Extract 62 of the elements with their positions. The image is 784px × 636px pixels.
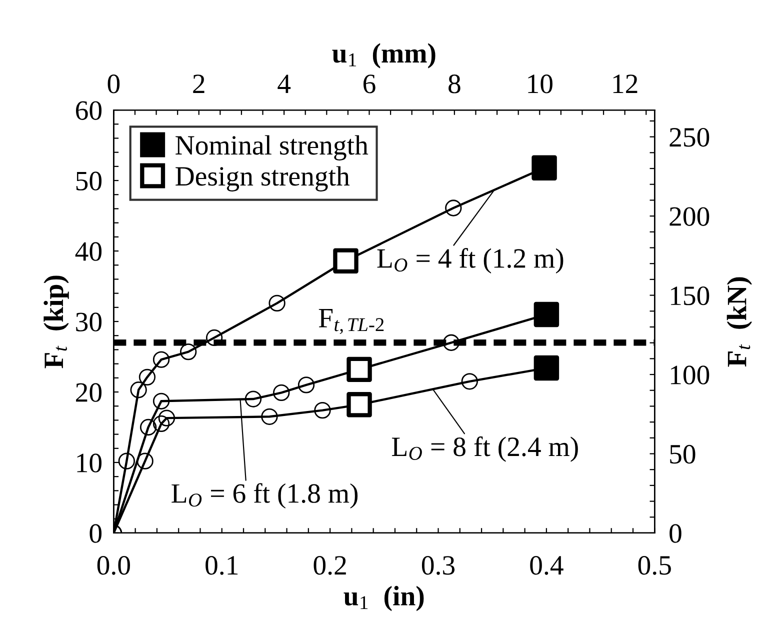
point [346,356,372,382]
x2-tick-label: 12 [613,74,638,93]
x2-tick-label: 6 [364,74,376,94]
annotation: L$_{O}$ = 8 ft (2.4 m) [392,436,578,462]
x-tick-label: 0.4 [530,556,564,575]
x2-tick-label: 10 [528,74,552,94]
x-tick-label: 0.3 [422,556,455,575]
annotation: L$_{O}$ = 4 ft (1.2 m) [377,248,564,274]
point [314,402,331,419]
x2-tick-label: 8 [448,74,460,94]
point [442,334,460,351]
y-tick-label: 10 [77,454,102,472]
point [140,418,157,436]
point [534,302,560,328]
point [273,384,290,402]
x-tick-label: 0.2 [314,556,346,575]
point [130,382,147,398]
y-tick-label: 40 [75,242,102,261]
y2-tick-label: 100 [670,366,710,384]
x-tick-label: 0.5 [638,556,671,575]
y2-axis-title: F$_{t}$ (kN) [726,277,752,367]
point [298,376,315,394]
y2-tick-label: 200 [670,207,710,226]
point [152,351,170,368]
y2-tick-label: 0 [670,524,682,543]
y-axis-title: F$_{t}$ (kip) [44,276,69,368]
point [136,452,154,470]
legend-label: Nominal strength [176,135,368,160]
y-tick-label: 30 [76,312,102,332]
legend-label: Design strength [176,166,350,192]
point [206,329,223,346]
point [346,392,372,418]
y2-tick-label: 150 [670,286,710,306]
x-tick-label: 0.0 [97,556,130,575]
annotation: L$_{O}$ = 6 ft (1.8 m) [172,483,358,509]
x2-axis-title: u$_{1}$ (mm) [332,43,436,68]
point [118,452,135,470]
y2-tick-label: 250 [670,128,710,147]
point [138,368,156,386]
point [532,155,557,180]
point [534,355,560,381]
point [461,373,478,390]
ref-line-label: F$_{t,TL-2}$ [318,309,384,334]
point [268,294,286,312]
x-axis-title: u$_{1}$ (in) [344,586,424,612]
point [152,392,170,410]
y-tick-label: 50 [76,172,102,190]
x2-tick-label: 0 [108,74,120,94]
x-tick-label: 0.1 [206,556,238,575]
y-tick-label: 20 [76,383,102,402]
y-tick-label: 0 [90,524,102,543]
point [333,248,358,274]
x2-tick-label: 2 [193,74,204,93]
point [445,200,462,216]
x2-tick-label: 4 [278,74,291,93]
y-tick-label: 60 [76,101,102,120]
point [180,343,197,360]
point [152,415,170,432]
point [158,410,176,426]
point [244,390,262,408]
point [261,408,278,425]
y2-tick-label: 50 [670,444,696,464]
